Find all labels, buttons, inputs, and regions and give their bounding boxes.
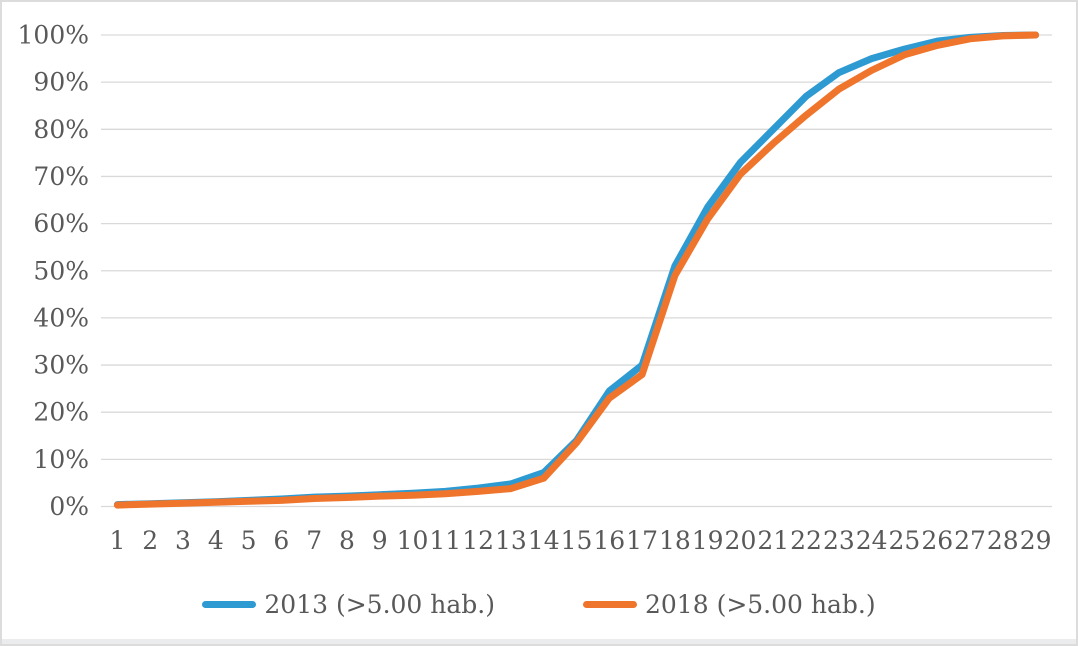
y-axis-tick-label: 10% (33, 445, 89, 474)
y-axis-tick-label: 20% (33, 398, 89, 427)
series-line-2018 (113, 31, 1040, 509)
x-axis-tick-label: 24 (856, 526, 888, 555)
legend-item-2013: 2013 (>5.00 hab.) (202, 592, 495, 617)
x-axis-tick-label: 15 (561, 526, 593, 555)
legend-line-swatch-2013 (202, 600, 257, 608)
y-axis-tick-label: 100% (18, 21, 89, 50)
y-axis-tick-label: 80% (33, 115, 89, 144)
legend: 2013 (>5.00 hab.) 2018 (>5.00 hab.) (2, 580, 1076, 628)
x-axis-tick-label: 19 (692, 526, 724, 555)
x-axis-tick-label: 14 (528, 526, 560, 555)
y-axis-tick-label: 90% (33, 68, 89, 97)
legend-label-2013: 2013 (>5.00 hab.) (264, 589, 495, 619)
x-axis-tick-label: 18 (659, 526, 691, 555)
y-axis-tick-label: 70% (33, 162, 89, 191)
legend-item-2018: 2018 (>5.00 hab.) (583, 592, 876, 617)
x-axis-tick-label: 13 (495, 526, 527, 555)
x-axis-tick-label: 6 (273, 526, 289, 555)
x-axis-tick-label: 12 (462, 526, 494, 555)
x-axis-tick-label: 23 (823, 526, 855, 555)
y-axis-tick-label: 40% (33, 303, 89, 332)
x-axis-tick-label: 11 (429, 526, 461, 555)
y-axis-tick-label: 50% (33, 256, 89, 285)
x-axis-tick-label: 7 (306, 526, 322, 555)
x-axis-tick-label: 22 (790, 526, 822, 555)
x-axis-tick-label: 26 (921, 526, 953, 555)
figure-bottom-edge (2, 639, 1076, 644)
x-axis-tick-label: 4 (208, 526, 224, 555)
x-axis-tick-label: 21 (757, 526, 789, 555)
series-line-2013 (113, 31, 1040, 509)
x-axis-tick-label: 3 (175, 526, 191, 555)
x-axis-tick-label: 27 (954, 526, 986, 555)
legend-line-swatch-2018 (583, 600, 637, 608)
x-axis-tick-label: 8 (339, 526, 355, 555)
x-axis-tick-label: 10 (397, 526, 429, 555)
x-axis-tick-label: 16 (593, 526, 625, 555)
x-axis-tick-label: 20 (725, 526, 757, 555)
x-axis-tick-label: 5 (241, 526, 257, 555)
y-axis-tick-label: 30% (33, 351, 89, 380)
x-axis-tick-label: 2 (142, 526, 158, 555)
x-axis-tick-label: 9 (372, 526, 388, 555)
y-axis-tick-label: 0% (49, 492, 89, 521)
x-axis-tick-label: 25 (889, 526, 921, 555)
x-axis-tick-label: 28 (987, 526, 1019, 555)
y-axis-tick-label: 60% (33, 209, 89, 238)
x-axis-tick-label: 29 (1020, 526, 1052, 555)
x-axis-tick-label: 17 (626, 526, 658, 555)
legend-label-2018: 2018 (>5.00 hab.) (645, 589, 876, 619)
x-axis-tick-label: 1 (109, 526, 125, 555)
